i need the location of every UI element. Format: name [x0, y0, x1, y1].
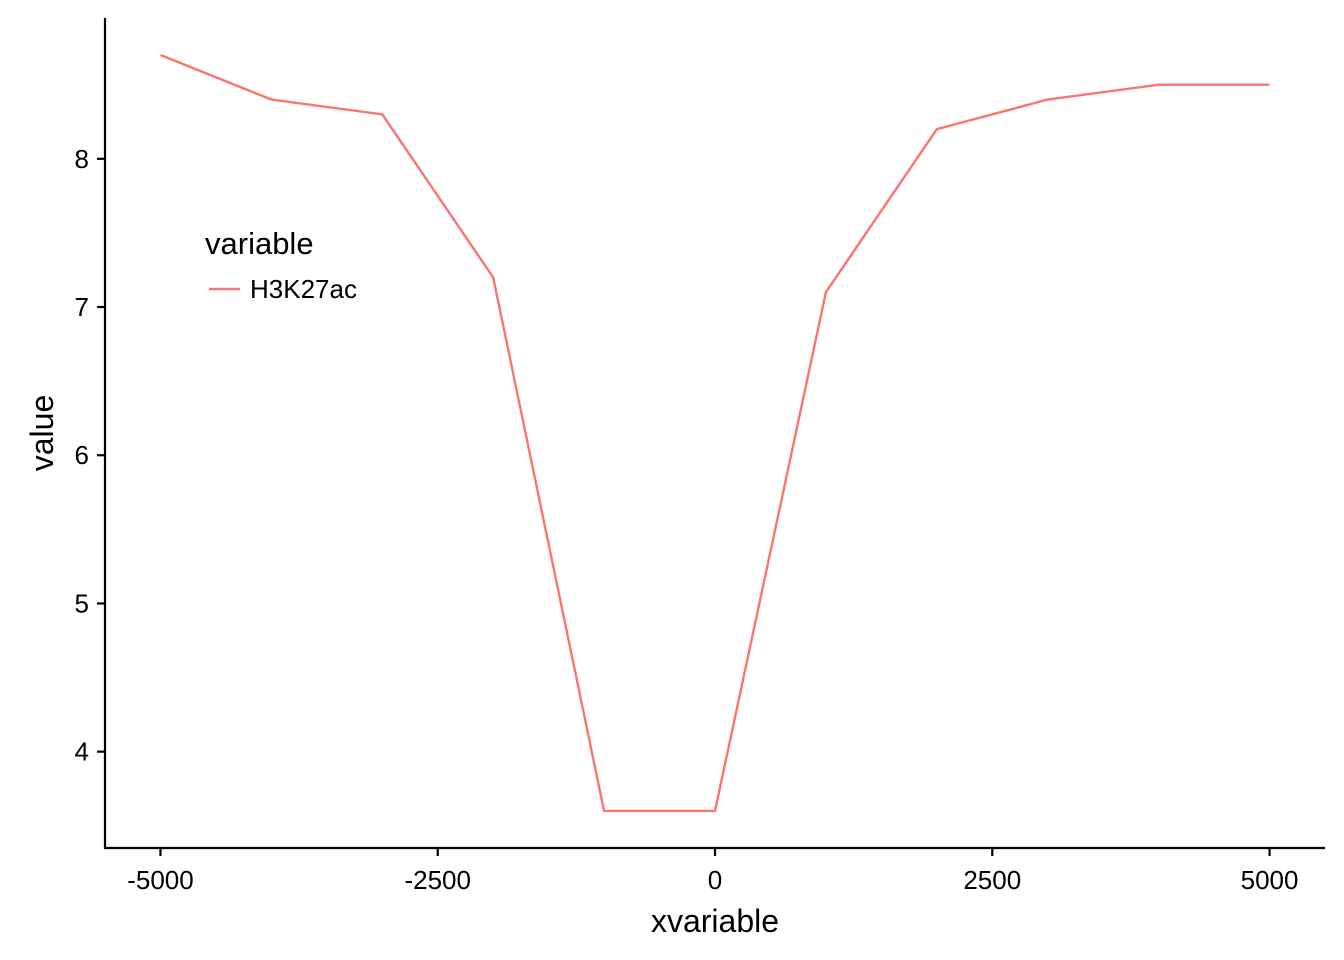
x-tick-label: -2500 [404, 865, 471, 895]
y-axis-title: value [24, 395, 60, 472]
y-axis-ticks: 4 5 6 7 8 [75, 144, 105, 767]
y-tick-label: 6 [75, 440, 89, 470]
legend-label-h3k27ac: H3K27ac [250, 274, 357, 304]
x-tick-label: -5000 [127, 865, 194, 895]
y-tick-label: 5 [75, 588, 89, 618]
x-tick-label: 5000 [1241, 865, 1299, 895]
plot-area [160, 53, 1270, 813]
y-tick-label: 7 [75, 292, 89, 322]
y-tick-label: 8 [75, 144, 89, 174]
x-axis-ticks: -5000 -2500 0 2500 5000 [127, 848, 1298, 895]
legend: variable H3K27ac [205, 226, 357, 304]
x-axis-title: xvariable [651, 903, 779, 939]
legend-title: variable [205, 226, 314, 261]
legend-items: H3K27ac [209, 274, 357, 304]
y-tick-label: 4 [75, 737, 89, 767]
series-line-h3k27ac [160, 53, 1270, 813]
x-tick-label: 2500 [963, 865, 1021, 895]
x-tick-label: 0 [708, 865, 722, 895]
axes: -5000 -2500 0 2500 5000 4 5 6 7 8 [75, 18, 1325, 895]
